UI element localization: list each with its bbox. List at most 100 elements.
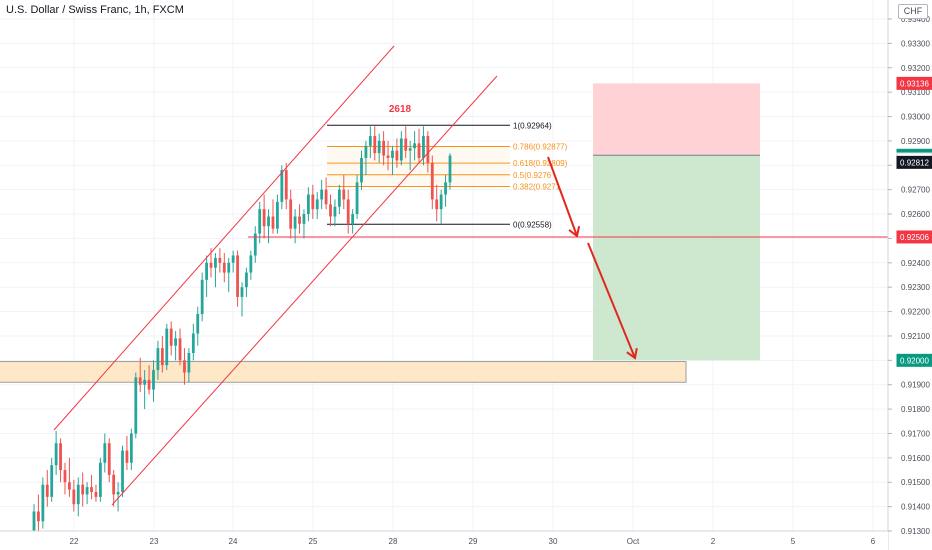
candle-body [41, 484, 45, 522]
price-tick-label: 0.91400 [901, 503, 930, 512]
price-label-text: 0.92000 [900, 356, 929, 365]
candle-body [422, 136, 425, 158]
candle-body [276, 201, 279, 229]
candle-body [68, 482, 71, 490]
candle [426, 131, 430, 173]
candle-body [439, 194, 443, 210]
candle [395, 138, 399, 168]
candle-body [417, 143, 421, 158]
candle [214, 253, 217, 288]
candle-body [98, 462, 102, 497]
candle [240, 282, 244, 317]
candle [368, 126, 372, 158]
time-tick-label: 30 [549, 537, 558, 546]
price-tick-label: 0.93400 [901, 15, 930, 24]
candle [448, 153, 452, 190]
candle [276, 194, 279, 234]
candle-body [368, 136, 372, 146]
candle [360, 150, 363, 190]
candle-body [37, 511, 40, 522]
candle [72, 479, 76, 512]
stop-loss-area [593, 83, 760, 156]
candle [165, 323, 169, 371]
price-label-badge: 0.92506 [896, 230, 932, 244]
candle [94, 484, 98, 502]
arrow-head [626, 347, 638, 360]
candle-body [289, 199, 293, 229]
candle [302, 209, 306, 239]
candle [324, 177, 328, 210]
trend-drawings[interactable] [53, 45, 888, 506]
candle-body [169, 328, 173, 346]
time-tick-label: 28 [389, 537, 398, 546]
price-tick-label: 0.92600 [901, 210, 930, 219]
candle [245, 267, 248, 297]
candle-body [315, 199, 319, 210]
candle [54, 431, 58, 475]
candle-body [408, 148, 412, 151]
price-tick-label: 0.93300 [901, 39, 930, 48]
channel-lower-line [111, 75, 498, 506]
currency-badge[interactable]: CHF [898, 4, 928, 19]
candle-body [280, 170, 284, 202]
candle-body [444, 182, 447, 195]
price-tick-label: 0.93100 [901, 88, 930, 97]
time-tick-label: 23 [150, 537, 159, 546]
candle-body [386, 155, 390, 158]
candle [373, 126, 377, 161]
candle-body [404, 138, 408, 151]
candle [320, 179, 324, 210]
candle [160, 335, 164, 373]
candle [37, 494, 40, 531]
candle-body [346, 199, 350, 224]
candle [289, 189, 293, 239]
candle [152, 360, 155, 402]
candle-body [209, 262, 213, 268]
candle-body [231, 255, 235, 263]
candle [430, 155, 434, 210]
candle-body [306, 194, 310, 215]
candle-body [360, 157, 363, 183]
candle [129, 428, 133, 471]
candle-body [245, 272, 248, 288]
candle [293, 209, 297, 244]
price-tick-label: 0.91500 [901, 478, 930, 487]
price-tick-label: 0.91900 [901, 381, 930, 390]
time-tick-label: 25 [309, 537, 318, 546]
candle-body [214, 257, 217, 268]
candle [143, 370, 147, 410]
price-label-bg [896, 76, 932, 90]
candle-body [426, 136, 430, 163]
arrow-down-1 [547, 156, 581, 238]
candle-body [262, 209, 266, 227]
candle [315, 192, 319, 219]
arrow-down-2 [587, 242, 638, 360]
time-axis[interactable]: 22 23 24 25 28 29 30 Oct 2 5 6 [0, 530, 888, 550]
price-axis[interactable]: 0.93400 0.93300 0.93200 0.93100 0.93000 0.929… [887, 0, 932, 550]
candle [218, 248, 222, 273]
candle [377, 133, 381, 163]
candle-body [152, 370, 155, 390]
candle-body [413, 143, 416, 149]
candle [112, 470, 116, 507]
candle-body [174, 338, 178, 346]
candle [178, 328, 182, 366]
candle-body [333, 206, 337, 217]
candle [107, 438, 111, 483]
candle-body [143, 379, 147, 385]
candle-body [107, 443, 111, 475]
candle [59, 438, 62, 483]
price-label-bg [896, 155, 932, 169]
candle [196, 306, 200, 346]
fibonacci-retracement[interactable]: 1(0.92964) 0.786(0.92877) 0.618(0.92809) 0.… [327, 104, 568, 229]
candle [413, 131, 416, 161]
price-tick-label: 0.91700 [901, 429, 930, 438]
time-tick-label: 22 [70, 537, 79, 546]
candle-body [399, 138, 403, 161]
candle-body [302, 214, 306, 224]
time-tick-label: Oct [627, 537, 640, 546]
fib-level-label: 0.618(0.92809) [513, 159, 568, 168]
take-profit-area [593, 155, 760, 361]
candle [346, 189, 350, 234]
